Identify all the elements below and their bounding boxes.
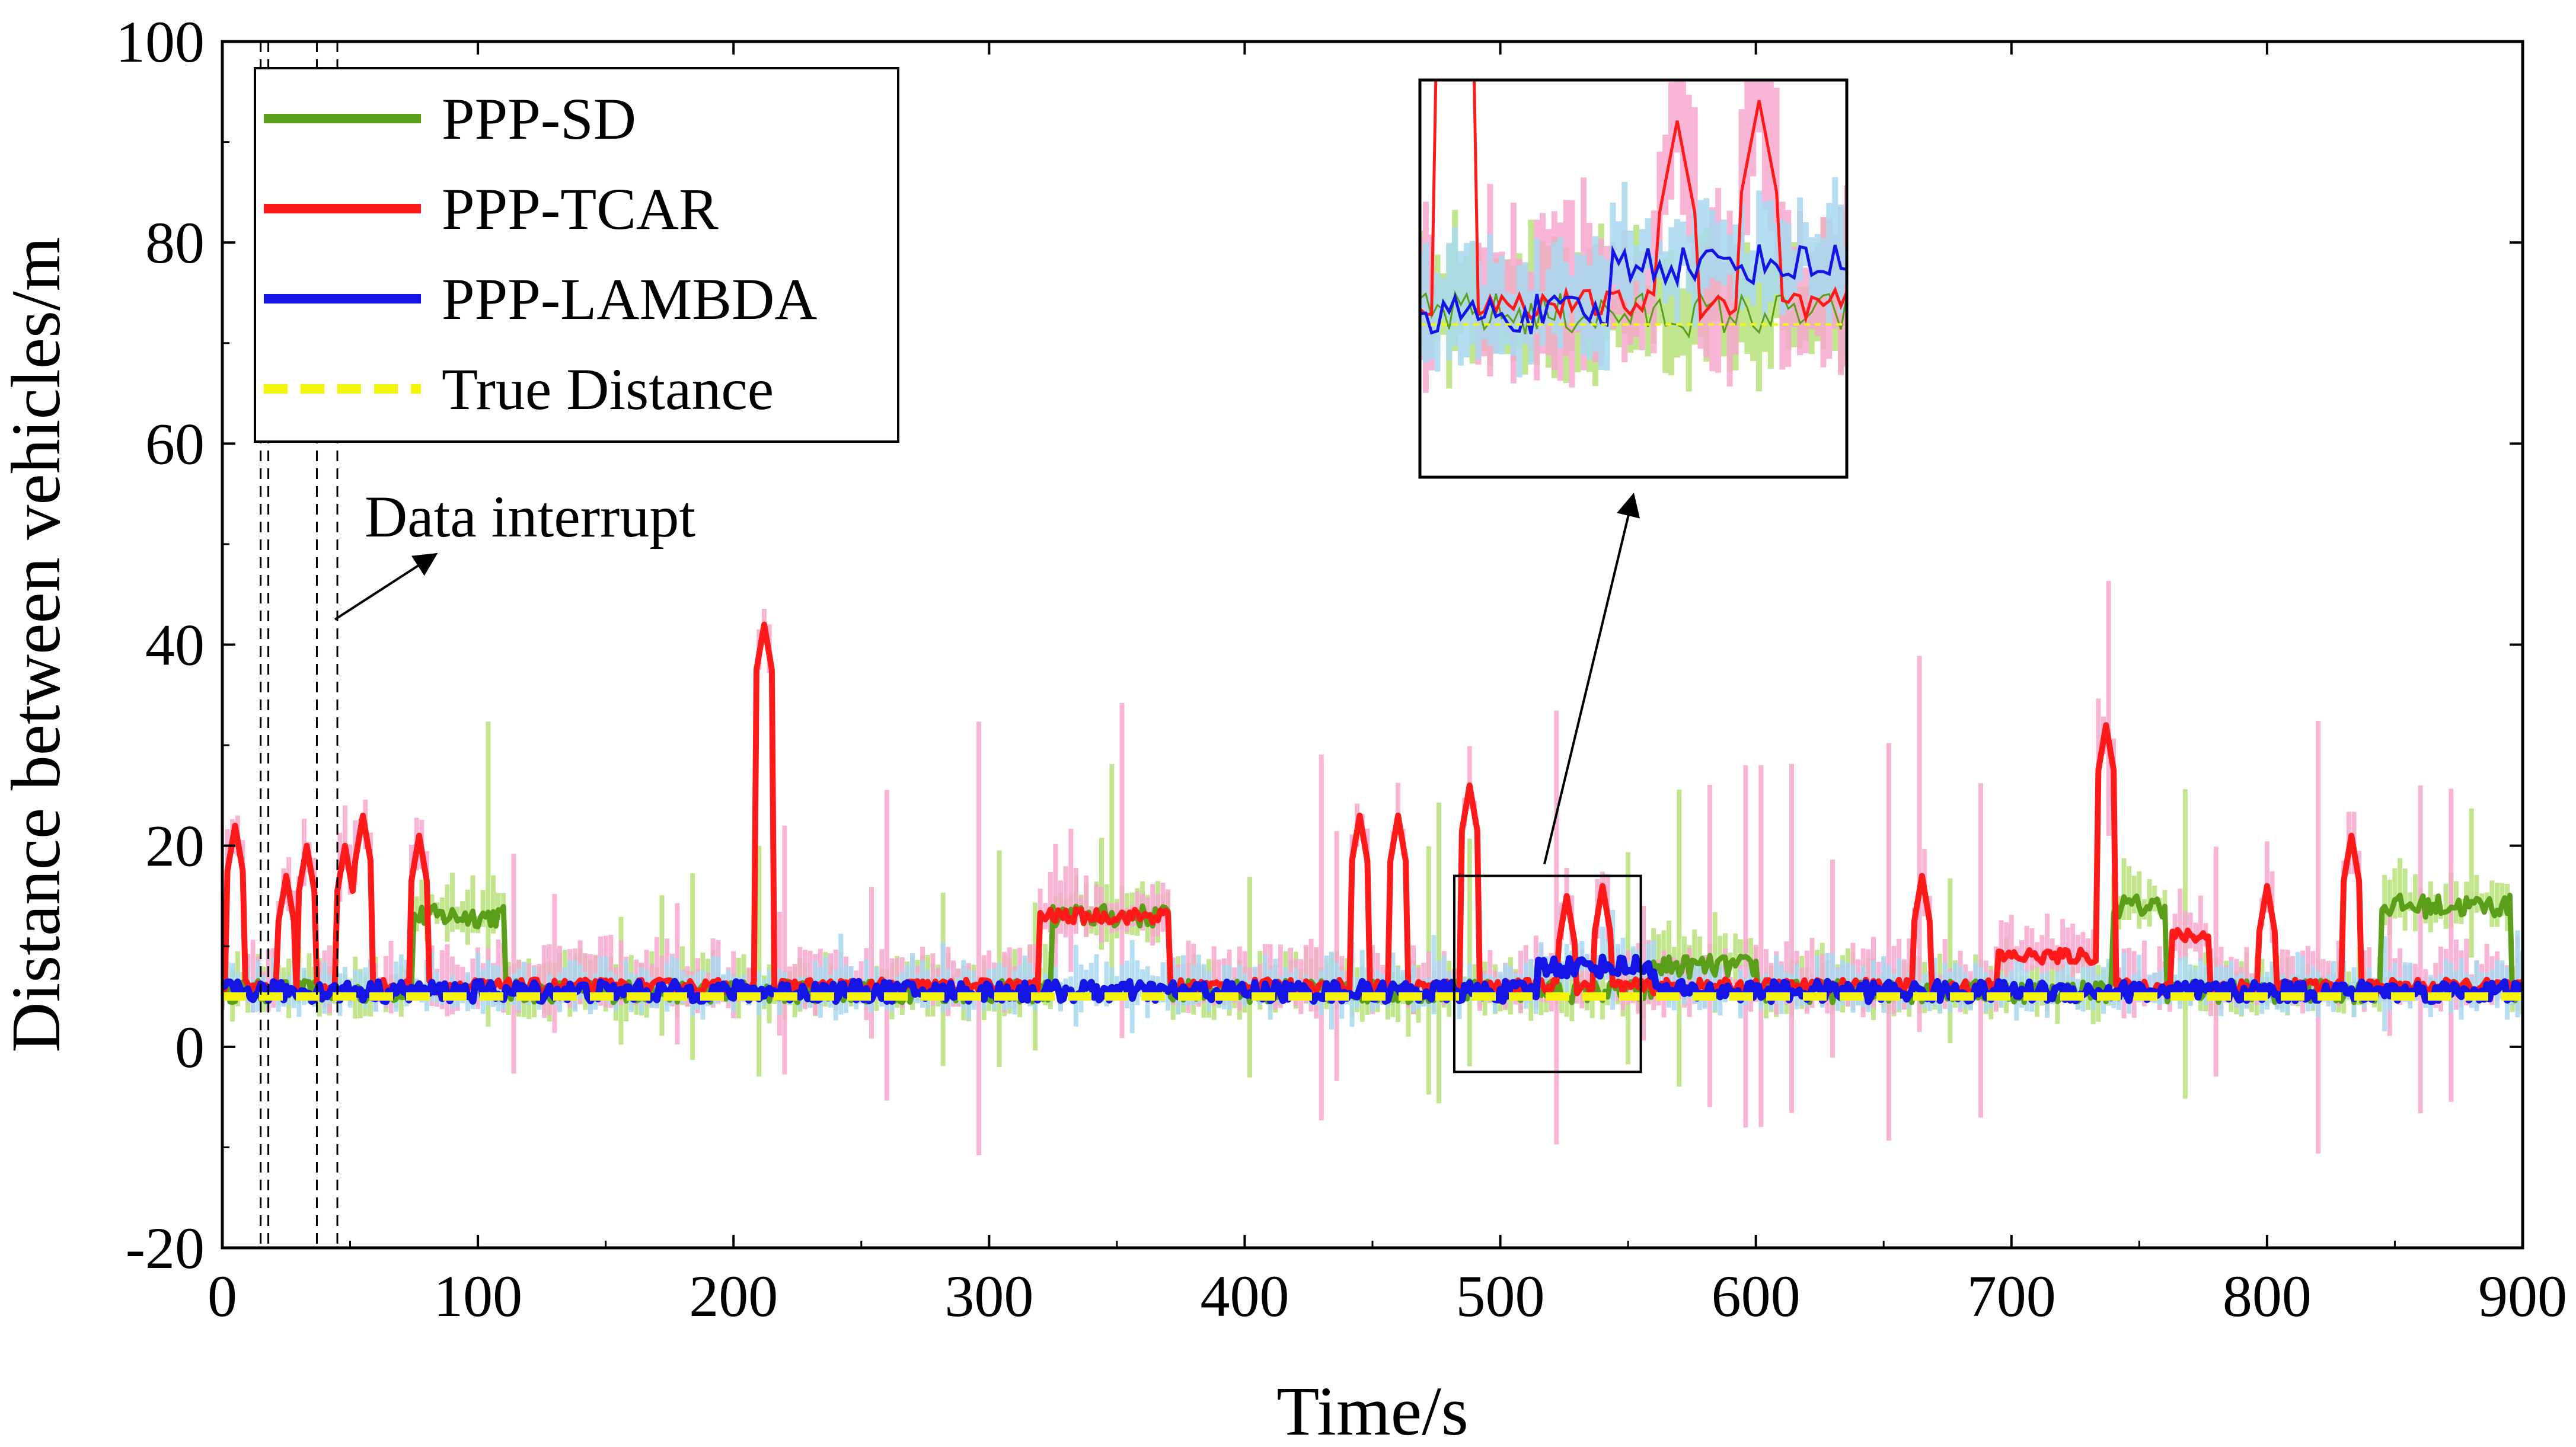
legend: PPP-SD PPP-TCAR PPP-LAMBDA True Distance bbox=[254, 67, 899, 443]
y-tick-label: 60 bbox=[145, 411, 205, 477]
series-line-ppp-tcar bbox=[222, 621, 2523, 996]
legend-label: PPP-LAMBDA bbox=[442, 266, 818, 332]
legend-label: PPP-TCAR bbox=[442, 176, 719, 242]
zoom-region bbox=[1453, 493, 1642, 1074]
y-axis-ticks: -20 0 20 40 60 80 100 bbox=[116, 9, 2523, 1281]
annotation-group: Data interrupt bbox=[334, 484, 695, 621]
legend-label: True Distance bbox=[442, 356, 774, 422]
y-tick-label: 20 bbox=[145, 813, 205, 879]
data-interrupt-label: Data interrupt bbox=[365, 484, 695, 550]
x-tick-label: 200 bbox=[689, 1263, 778, 1329]
inset-line-ppp-lambda bbox=[1420, 244, 1847, 335]
data-interrupt-arrow bbox=[334, 552, 438, 621]
inset-content bbox=[1420, 80, 1847, 393]
legend-box bbox=[254, 67, 899, 443]
legend-label: PPP-SD bbox=[442, 86, 636, 152]
x-tick-label: 700 bbox=[1967, 1263, 2056, 1329]
variance-bands bbox=[222, 580, 2523, 1155]
y-tick-label: 0 bbox=[175, 1014, 205, 1080]
x-tick-label: 0 bbox=[208, 1263, 237, 1329]
x-tick-label: 100 bbox=[433, 1263, 522, 1329]
zoom-inset bbox=[1418, 78, 1849, 479]
series-lines bbox=[222, 621, 2523, 1005]
x-axis-title: Time/s bbox=[1276, 1372, 1469, 1447]
band-ppp-tcar bbox=[222, 580, 2523, 1155]
x-tick-label: 400 bbox=[1200, 1263, 1289, 1329]
x-tick-label: 500 bbox=[1456, 1263, 1545, 1329]
x-axis-ticks: 0 100 200 300 400 500 600 700 800 900 bbox=[208, 41, 2567, 1329]
x-tick-label: 900 bbox=[2478, 1263, 2567, 1329]
y-tick-label: 40 bbox=[145, 612, 205, 678]
inset-frame bbox=[1418, 78, 1849, 479]
y-tick-label: -20 bbox=[126, 1215, 205, 1281]
x-tick-label: 600 bbox=[1712, 1263, 1801, 1329]
x-tick-label: 300 bbox=[944, 1263, 1033, 1329]
y-axis-title: Distance between vehicles/m bbox=[0, 237, 75, 1052]
y-tick-label: 100 bbox=[116, 9, 205, 75]
zoom-region-box bbox=[1453, 874, 1642, 1074]
band-ppp-sd bbox=[222, 721, 2523, 1104]
x-tick-label: 800 bbox=[2223, 1263, 2312, 1329]
y-tick-label: 80 bbox=[145, 210, 205, 276]
zoom-arrow bbox=[1543, 493, 1640, 865]
